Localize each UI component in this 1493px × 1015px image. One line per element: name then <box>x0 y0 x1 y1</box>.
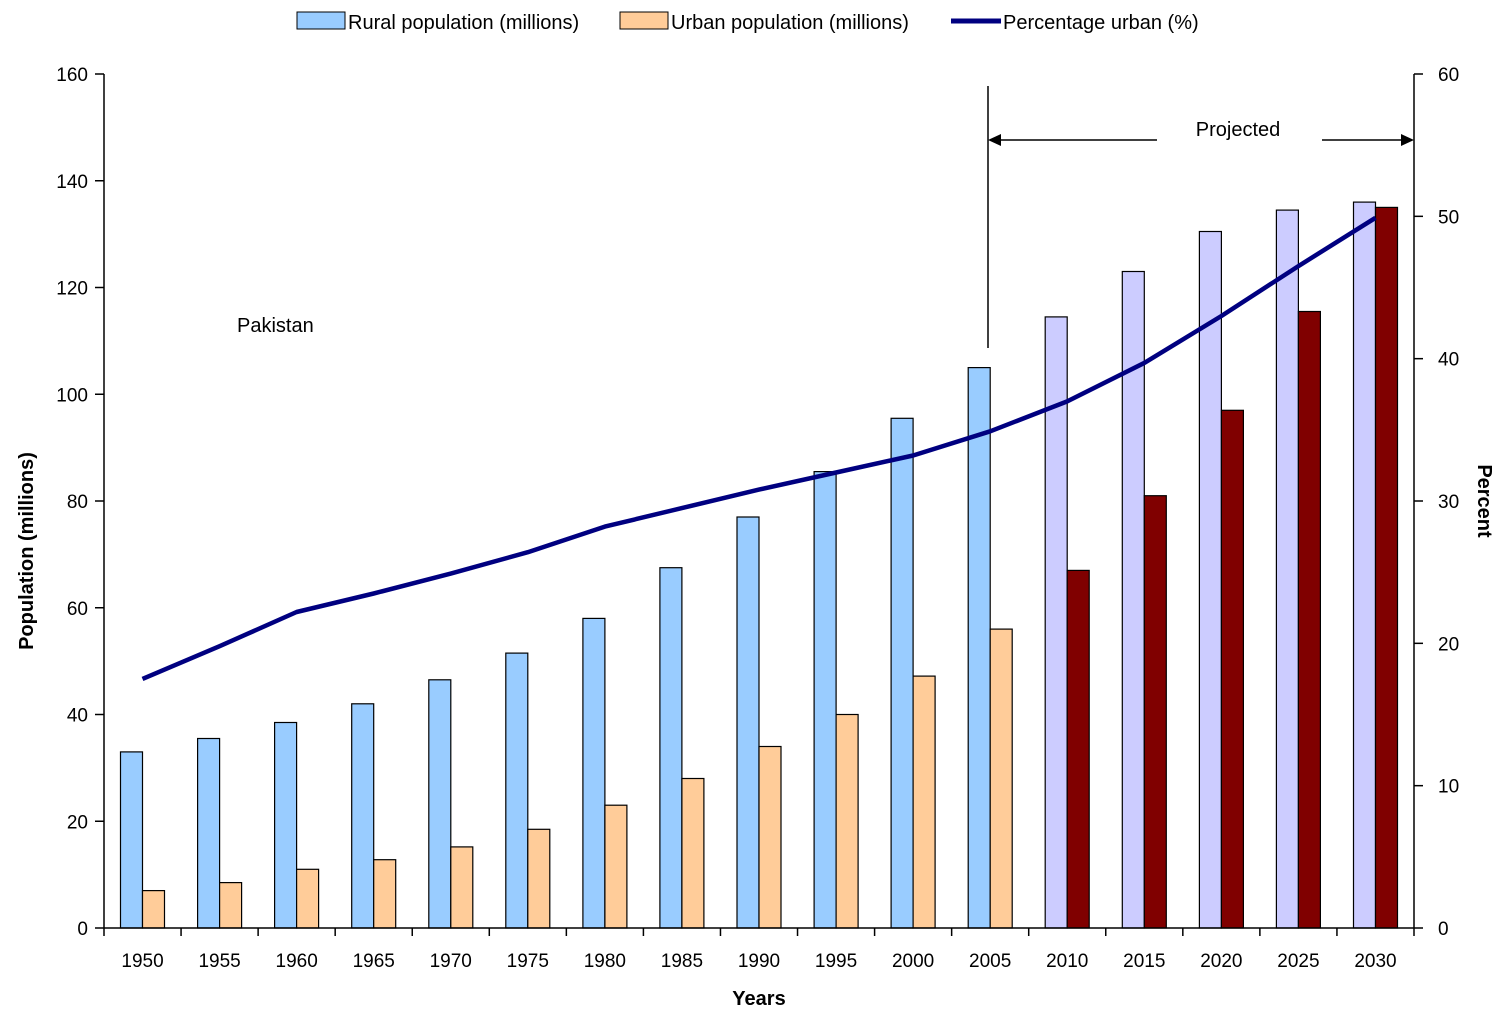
x-tick-label-2015: 2015 <box>1123 951 1165 972</box>
y2-tick-label-20: 20 <box>1438 634 1459 655</box>
x-tick-label-1965: 1965 <box>353 951 395 972</box>
bar-urban-1970 <box>451 847 473 928</box>
legend-label-percentage-urban: Percentage urban (%) <box>1003 12 1199 34</box>
x-tick-label-1970: 1970 <box>430 951 472 972</box>
bar-rural-1960 <box>275 723 297 929</box>
x-tick-label-2005: 2005 <box>969 951 1011 972</box>
y-tick-label-80: 80 <box>67 492 88 513</box>
x-tick-label-1995: 1995 <box>815 951 857 972</box>
bar-urban-2015 <box>1144 496 1166 928</box>
y-tick-label-20: 20 <box>67 812 88 833</box>
x-tick-label-1985: 1985 <box>661 951 703 972</box>
x-tick-label-1990: 1990 <box>738 951 780 972</box>
bar-urban-1985 <box>682 779 704 929</box>
y-tick-label-100: 100 <box>56 385 88 406</box>
x-tick-label-2010: 2010 <box>1046 951 1088 972</box>
bar-rural-1955 <box>198 739 220 929</box>
annotation-projected: Projected <box>1196 119 1281 141</box>
bar-urban-2030 <box>1376 207 1398 928</box>
bar-rural-1995 <box>814 472 836 928</box>
y2-tick-label-50: 50 <box>1438 207 1459 228</box>
bar-rural-2005 <box>968 368 990 928</box>
y-tick-label-120: 120 <box>56 279 88 300</box>
x-tick-label-1955: 1955 <box>198 951 240 972</box>
bar-rural-1970 <box>429 680 451 928</box>
y2-axis-title: Percent <box>1473 464 1493 538</box>
bar-rural-1990 <box>737 517 759 928</box>
bar-urban-1980 <box>605 805 627 928</box>
y2-tick-label-0: 0 <box>1438 919 1449 940</box>
x-tick-label-1975: 1975 <box>507 951 549 972</box>
bar-urban-1960 <box>297 869 319 928</box>
y2-tick-label-40: 40 <box>1438 350 1459 371</box>
x-tick-label-2030: 2030 <box>1354 951 1396 972</box>
bar-rural-1965 <box>352 704 374 928</box>
bar-rural-2020 <box>1199 232 1221 929</box>
bar-urban-2010 <box>1067 570 1089 928</box>
legend-swatch-rural <box>297 12 345 29</box>
y2-tick-label-30: 30 <box>1438 492 1459 513</box>
x-tick-label-1950: 1950 <box>121 951 163 972</box>
legend-label-urban: Urban population (millions) <box>671 12 909 34</box>
bar-urban-2005 <box>990 629 1012 928</box>
y-tick-label-40: 40 <box>67 706 88 727</box>
bar-rural-1950 <box>121 752 143 928</box>
bar-urban-1975 <box>528 829 550 928</box>
y-axis-title: Population (millions) <box>16 452 38 650</box>
x-tick-label-2025: 2025 <box>1277 951 1319 972</box>
bar-urban-2000 <box>913 676 935 928</box>
x-axis-title: Years <box>732 988 785 1010</box>
y2-tick-label-60: 60 <box>1438 65 1459 86</box>
bar-urban-2020 <box>1221 410 1243 928</box>
bar-urban-1950 <box>143 891 165 928</box>
bar-urban-1955 <box>220 883 242 928</box>
bar-rural-2025 <box>1276 210 1298 928</box>
bar-urban-1990 <box>759 747 781 929</box>
bar-urban-2025 <box>1298 312 1320 929</box>
y-tick-label-160: 160 <box>56 65 88 86</box>
projected-arrow-left-head <box>988 134 1001 146</box>
bar-rural-1980 <box>583 618 605 928</box>
x-tick-label-2000: 2000 <box>892 951 934 972</box>
bar-urban-1965 <box>374 860 396 928</box>
y-tick-label-60: 60 <box>67 599 88 620</box>
projected-arrow-right-head <box>1401 134 1414 146</box>
bar-rural-2000 <box>891 418 913 928</box>
x-tick-label-1960: 1960 <box>276 951 318 972</box>
bar-urban-1995 <box>836 715 858 929</box>
x-tick-label-1980: 1980 <box>584 951 626 972</box>
bar-rural-1975 <box>506 653 528 928</box>
bar-rural-2030 <box>1354 202 1376 928</box>
y-tick-label-0: 0 <box>77 919 88 940</box>
annotation-country: Pakistan <box>237 315 314 337</box>
legend-label-rural: Rural population (millions) <box>348 12 579 34</box>
y2-tick-label-10: 10 <box>1438 777 1459 798</box>
x-tick-label-2020: 2020 <box>1200 951 1242 972</box>
y-tick-label-140: 140 <box>56 172 88 193</box>
legend-swatch-urban <box>620 12 668 29</box>
bar-rural-1985 <box>660 568 682 928</box>
